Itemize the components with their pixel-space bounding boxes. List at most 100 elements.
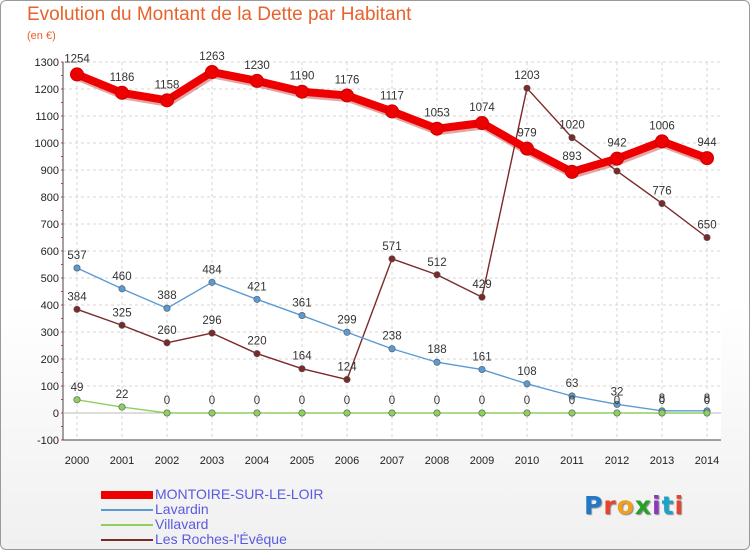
data-label: 0	[164, 395, 170, 407]
logo-letter: i	[652, 491, 662, 520]
data-point	[160, 93, 174, 108]
data-label: 0	[344, 395, 350, 407]
data-label: 0	[209, 395, 215, 407]
data-point	[520, 141, 534, 156]
x-tick-label: 2010	[515, 455, 539, 467]
data-point	[568, 134, 576, 142]
data-label: 0	[569, 395, 575, 407]
data-point	[205, 64, 219, 79]
x-tick-label: 2006	[335, 455, 359, 467]
x-tick-label: 2004	[245, 455, 269, 467]
logo-letter: P	[584, 491, 604, 520]
x-tick-label: 2012	[605, 455, 629, 467]
data-point	[565, 164, 579, 179]
logo-letter: r	[603, 491, 617, 520]
legend-item: MONTOIRE-SUR-LE-LOIR	[101, 487, 324, 502]
data-point	[343, 328, 351, 336]
data-point	[700, 151, 714, 166]
x-tick-label: 2009	[470, 455, 494, 467]
data-label: 537	[67, 250, 86, 262]
y-tick-label: 1200	[35, 84, 59, 96]
data-point	[163, 409, 171, 417]
data-point	[475, 116, 489, 131]
y-tick-label: 900	[41, 165, 59, 177]
data-point	[70, 67, 84, 82]
legend-label: Villavard	[155, 516, 209, 532]
data-label: 893	[562, 151, 581, 163]
data-point	[388, 409, 396, 417]
data-point	[163, 339, 171, 347]
data-point	[703, 409, 711, 417]
data-point	[118, 321, 126, 329]
data-point	[433, 271, 441, 279]
data-point	[208, 278, 216, 286]
data-point	[118, 285, 126, 293]
series-0	[70, 64, 714, 179]
chart-unit-label: (en €)	[27, 30, 56, 42]
data-point	[73, 305, 81, 313]
data-label: 1006	[649, 120, 675, 132]
data-point	[343, 376, 351, 384]
x-tick-label: 2007	[380, 455, 404, 467]
data-label: 0	[659, 395, 665, 407]
x-tick-label: 2000	[65, 455, 89, 467]
logo-letter: i	[674, 491, 685, 520]
data-point	[430, 121, 444, 136]
data-label: 49	[71, 382, 84, 394]
data-label: 0	[434, 395, 440, 407]
data-point	[208, 329, 216, 337]
legend: MONTOIRE-SUR-LE-LOIR Lavardin Villavard Les…	[101, 487, 324, 547]
data-label: 108	[517, 366, 536, 378]
grid-lines	[63, 61, 721, 441]
data-point	[385, 104, 399, 119]
x-tick-label: 2014	[695, 455, 719, 467]
data-label: 124	[337, 362, 357, 374]
data-point	[523, 380, 531, 388]
data-label: 388	[157, 290, 176, 302]
data-point	[388, 255, 396, 263]
data-point	[253, 295, 261, 303]
x-tick-label: 2005	[290, 455, 314, 467]
data-label: 1230	[244, 60, 270, 72]
data-label: 0	[254, 395, 260, 407]
data-label: 979	[517, 128, 536, 140]
legend-swatch	[101, 490, 153, 499]
data-label: 0	[704, 395, 710, 407]
data-label: 22	[116, 389, 129, 401]
data-label: 1190	[290, 71, 315, 83]
y-tick-label: 500	[41, 273, 59, 285]
data-label: 1053	[424, 108, 450, 120]
data-point	[523, 84, 531, 92]
data-point	[433, 358, 441, 366]
data-label: 32	[611, 386, 624, 398]
y-tick-label: 800	[41, 192, 59, 204]
data-label: 1158	[155, 79, 180, 91]
data-point	[478, 293, 486, 301]
data-label: 164	[292, 351, 312, 363]
data-point	[478, 409, 486, 417]
data-label: 512	[427, 257, 446, 269]
data-point	[658, 199, 666, 207]
legend-label: MONTOIRE-SUR-LE-LOIR	[155, 486, 324, 502]
legend-swatch	[101, 523, 153, 526]
x-tick-label: 2001	[110, 455, 134, 467]
data-label: 299	[337, 314, 356, 326]
x-tick-label: 2002	[155, 455, 179, 467]
data-point	[478, 366, 486, 374]
y-tick-label: 1000	[35, 138, 59, 150]
data-point	[613, 400, 621, 408]
data-label: 238	[382, 331, 401, 343]
data-label: 484	[202, 264, 222, 276]
legend-swatch	[101, 508, 153, 511]
data-point	[73, 264, 81, 272]
x-tick-label: 2011	[560, 455, 584, 467]
data-point	[433, 409, 441, 417]
data-label: 571	[382, 241, 401, 253]
legend-swatch	[101, 538, 153, 541]
data-point	[298, 312, 306, 320]
data-label: 0	[614, 395, 620, 407]
data-point	[163, 304, 171, 312]
data-label: 421	[247, 281, 266, 293]
